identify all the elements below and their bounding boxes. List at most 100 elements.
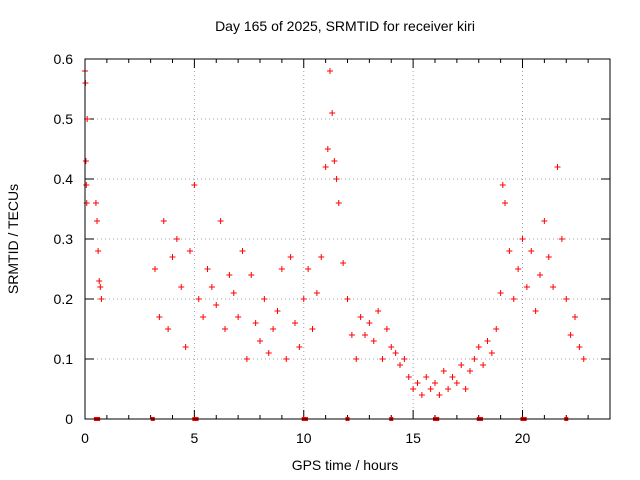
x-tick-label: 10: [296, 430, 312, 446]
data-point: [270, 326, 277, 332]
data-point: [305, 266, 312, 272]
data-point: [353, 356, 360, 362]
data-point: [370, 338, 377, 344]
data-point: [572, 314, 578, 320]
data-point: [213, 302, 220, 308]
data-point: [287, 254, 294, 260]
data-point: [580, 356, 587, 362]
data-point: [309, 326, 316, 332]
data-point: [537, 272, 543, 278]
data-point: [82, 158, 89, 164]
data-point: [243, 356, 250, 362]
data-point: [532, 308, 539, 314]
data-point: [576, 344, 583, 350]
data-point: [278, 266, 285, 272]
data-point: [510, 296, 517, 302]
axis-ticks: [84, 58, 610, 420]
data-point: [283, 356, 290, 362]
data-point: [550, 284, 557, 290]
data-point: [333, 176, 340, 182]
data-point: [567, 332, 574, 338]
y-tick-label: 0.4: [54, 171, 74, 187]
y-tick-label: 0.6: [54, 51, 74, 67]
x-tick-labels: 0 5 10 15 20: [81, 430, 530, 446]
data-point: [519, 236, 526, 242]
data-point: [357, 314, 364, 320]
data-point: [383, 326, 390, 332]
data-point: [506, 248, 513, 254]
data-point: [432, 380, 438, 386]
data-point: [475, 344, 482, 350]
data-point: [222, 326, 228, 332]
data-point: [348, 332, 355, 338]
data-point: [204, 266, 211, 272]
grid-lines: [85, 59, 610, 419]
data-point: [528, 248, 535, 254]
data-point: [458, 362, 465, 368]
data-point: [191, 182, 198, 188]
data-point: [217, 218, 224, 224]
data-point: [462, 386, 469, 392]
data-point: [235, 314, 242, 320]
data-point: [440, 368, 447, 374]
data-point: [261, 296, 268, 302]
data-point: [226, 272, 233, 278]
data-point: [327, 68, 333, 74]
data-point: [436, 392, 443, 398]
data-point: [541, 218, 548, 224]
data-point: [493, 326, 500, 332]
data-point: [296, 344, 303, 350]
data-point: [554, 164, 561, 170]
data-point: [165, 326, 172, 332]
data-point: [274, 308, 281, 314]
data-point: [392, 350, 399, 356]
data-point: [499, 182, 506, 188]
data-point: [156, 314, 163, 320]
data-point: [397, 362, 403, 368]
data-point: [335, 200, 342, 206]
data-point: [98, 296, 105, 302]
data-point: [405, 374, 412, 380]
data-point: [523, 284, 530, 290]
x-tick-label: 5: [190, 430, 198, 446]
data-point: [292, 320, 298, 326]
data-point: [379, 356, 386, 362]
data-point: [515, 266, 522, 272]
data-point: [480, 362, 487, 368]
data-point: [97, 284, 104, 290]
data-point: [453, 380, 460, 386]
data-point: [313, 290, 320, 296]
data-point: [344, 296, 351, 302]
data-point: [449, 374, 456, 380]
data-point: [195, 296, 202, 302]
data-point: [324, 146, 331, 152]
data-point: [200, 314, 207, 320]
y-tick-label: 0: [65, 411, 73, 427]
data-point: [331, 158, 338, 164]
chart-title: Day 165 of 2025, SRMTID for receiver kir…: [215, 18, 475, 34]
y-tick-label: 0.2: [54, 291, 74, 307]
data-point: [563, 296, 570, 302]
data-point: [388, 344, 395, 350]
data-point: [248, 272, 255, 278]
y-tick-labels: 0 0.1 0.2 0.3 0.4 0.5 0.6: [54, 51, 74, 427]
x-tick-label: 0: [81, 430, 89, 446]
y-tick-label: 0.1: [54, 351, 74, 367]
data-point: [375, 308, 382, 314]
x-tick-label: 15: [405, 430, 421, 446]
data-point: [423, 374, 430, 380]
data-point: [471, 356, 478, 362]
x-axis-label: GPS time / hours: [292, 457, 399, 473]
data-point: [322, 164, 329, 170]
data-point: [445, 386, 452, 392]
x-tick-label: 20: [515, 430, 531, 446]
data-point: [265, 350, 272, 356]
data-point: [329, 110, 336, 116]
data-point: [230, 290, 237, 296]
data-point: [208, 284, 215, 290]
data-point: [484, 338, 491, 344]
data-point: [160, 218, 167, 224]
data-point: [152, 266, 158, 272]
data-point: [401, 356, 408, 362]
